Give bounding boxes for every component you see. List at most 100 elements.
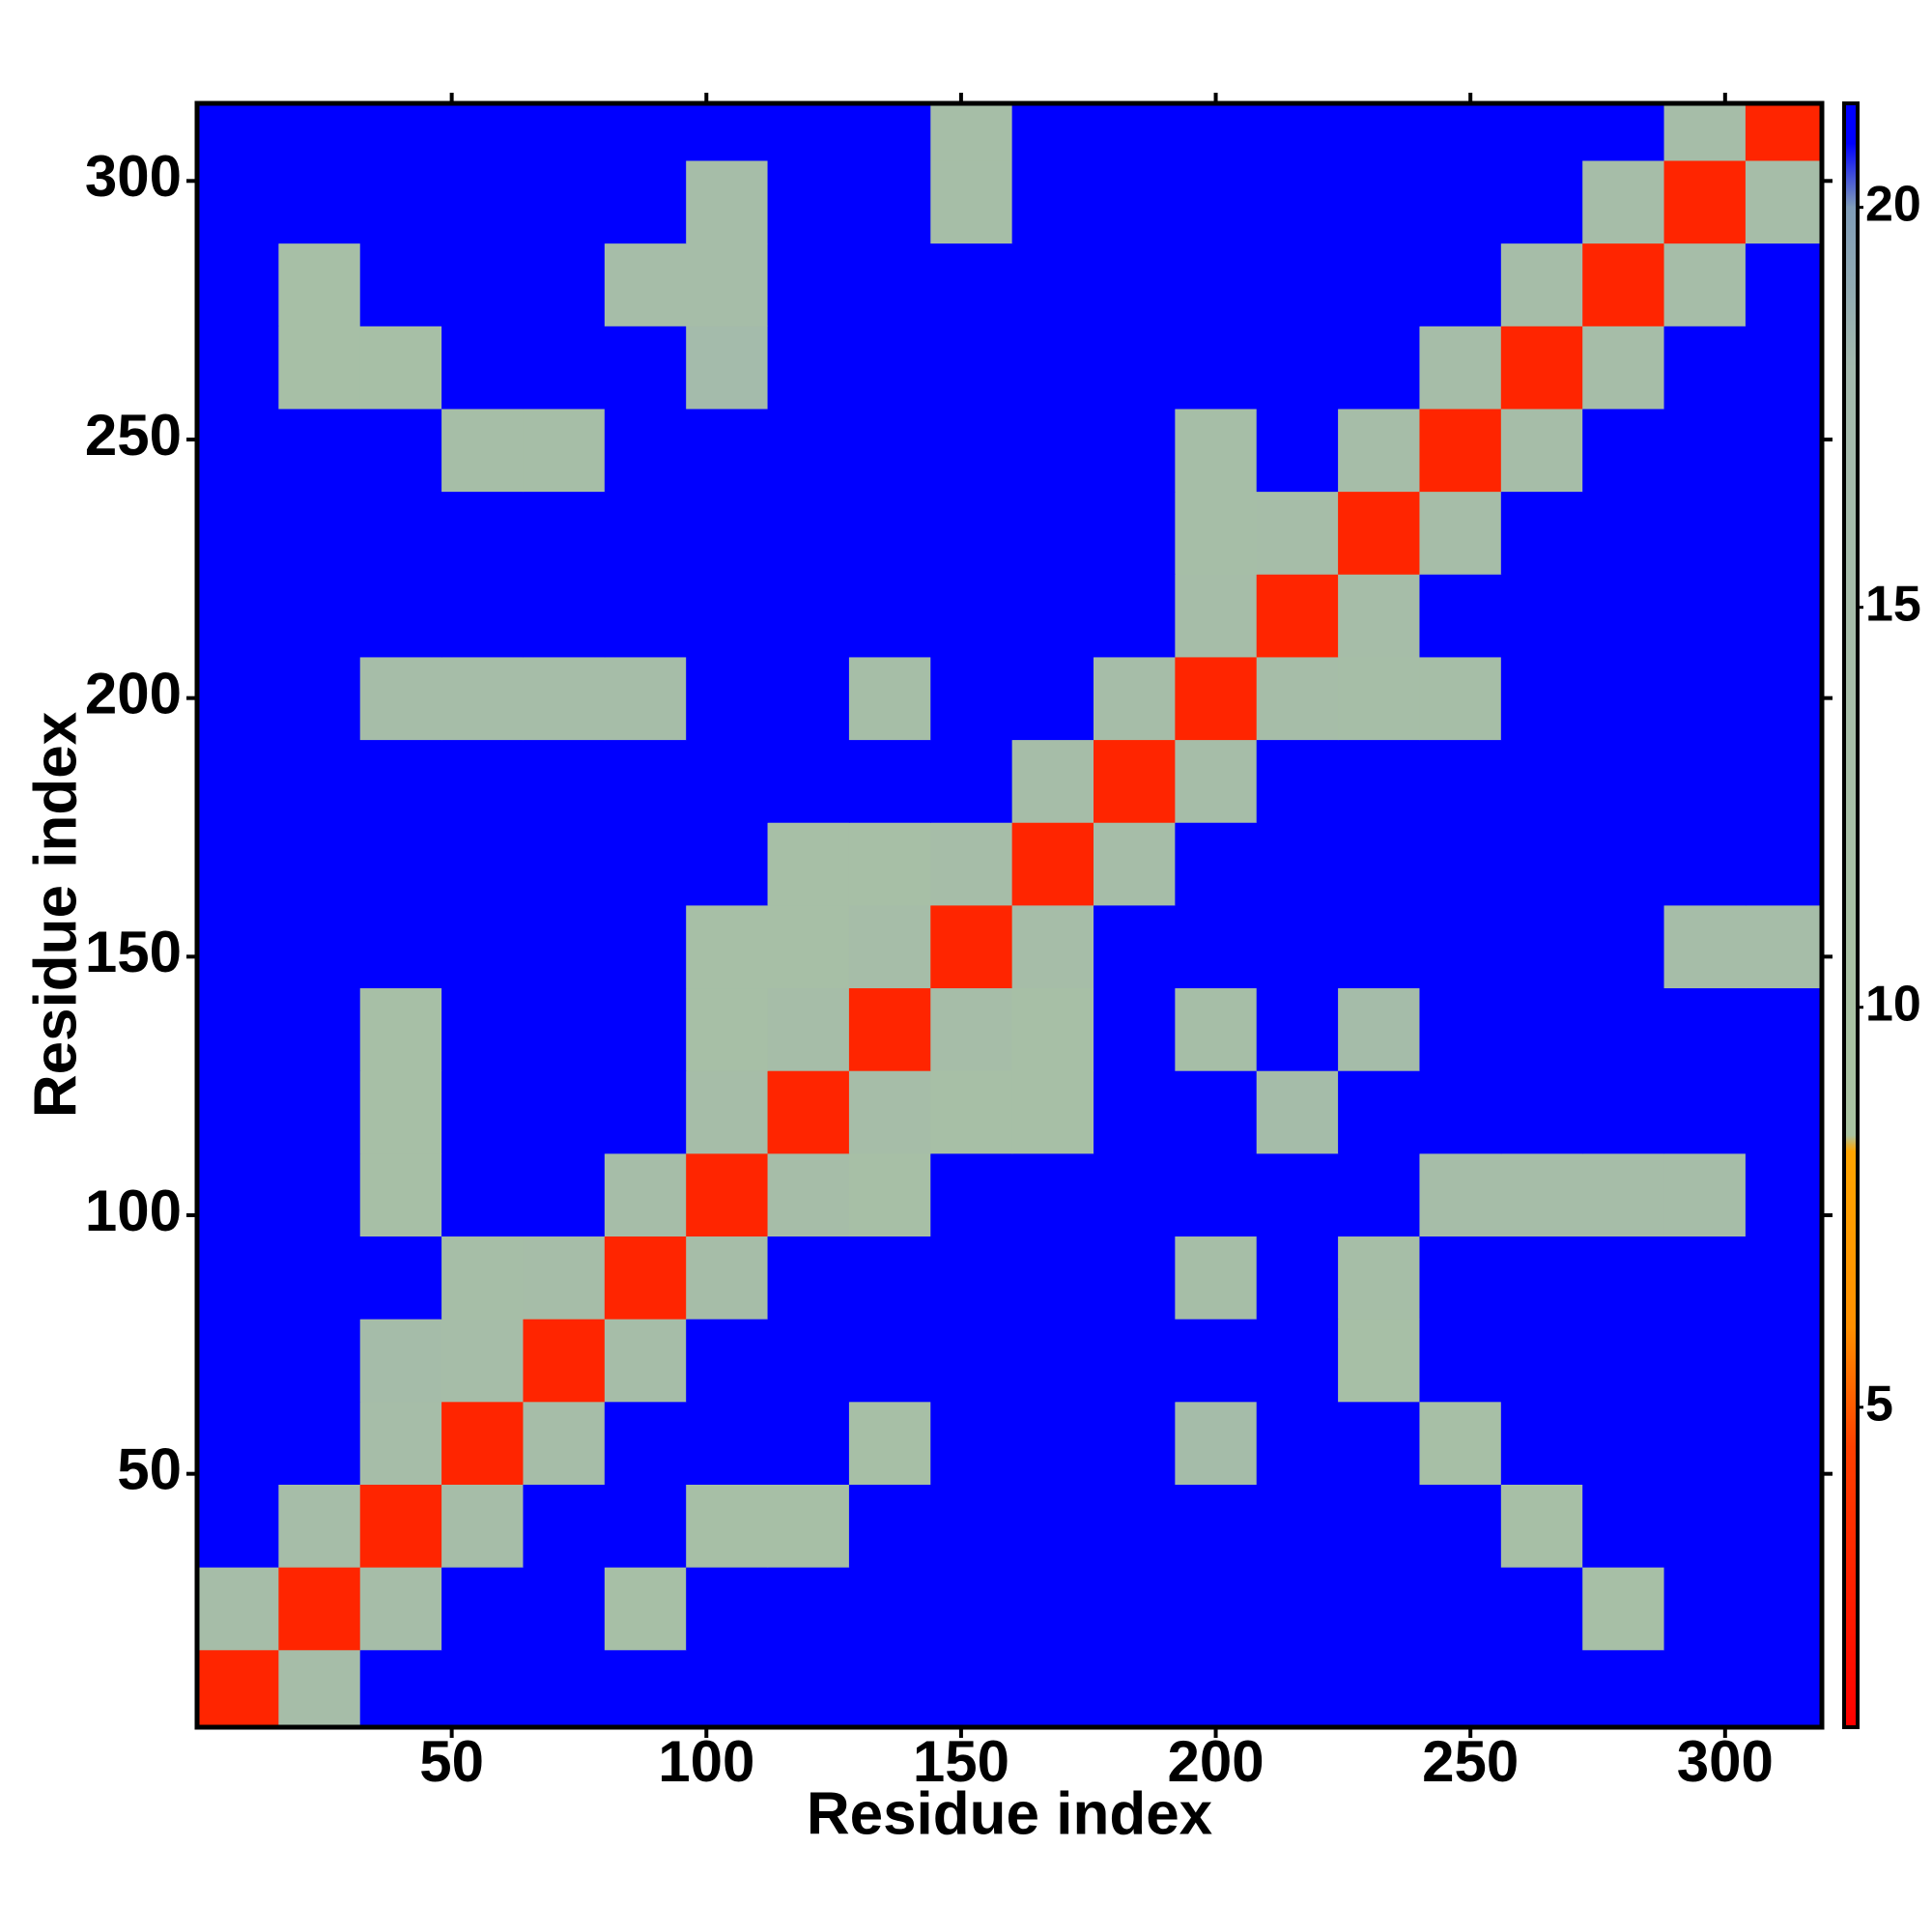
heatmap-cell <box>1338 1401 1421 1485</box>
heatmap-cell <box>197 1319 279 1403</box>
heatmap-cell <box>848 1236 931 1320</box>
heatmap-cell <box>848 822 931 906</box>
heatmap-cell <box>1419 1319 1502 1403</box>
heatmap-cell <box>848 408 931 493</box>
heatmap-cell <box>930 103 1013 161</box>
heatmap-cell <box>1175 656 1258 741</box>
heatmap-cell <box>1338 822 1421 906</box>
heatmap-cell <box>1338 1070 1421 1154</box>
heatmap-cell <box>848 574 931 658</box>
heatmap-cell <box>1663 242 1747 327</box>
heatmap-cell <box>523 739 606 823</box>
heatmap-cell <box>686 1236 769 1320</box>
heatmap-cell <box>1338 739 1421 823</box>
heatmap-cell <box>1582 739 1665 823</box>
heatmap-cell <box>359 822 442 906</box>
heatmap-cell <box>359 1484 442 1568</box>
heatmap-cell <box>1256 1484 1339 1568</box>
heatmap-cell <box>441 1152 525 1237</box>
heatmap-cell <box>1256 1567 1339 1651</box>
heatmap-cell <box>278 1401 361 1485</box>
heatmap-cell <box>767 904 850 989</box>
heatmap-cell <box>1011 1070 1094 1154</box>
heatmap-cell <box>604 1152 687 1237</box>
heatmap-cell <box>359 1649 442 1727</box>
heatmap-cell <box>359 1236 442 1320</box>
heatmap-cell <box>1745 904 1822 989</box>
heatmap-cell <box>1256 574 1339 658</box>
heatmap-cell <box>523 1152 606 1237</box>
heatmap-cell <box>1419 822 1502 906</box>
heatmap-cell <box>523 1401 606 1485</box>
heatmap-cell <box>604 904 687 989</box>
heatmap-cell <box>1094 103 1176 161</box>
heatmap-cell <box>197 326 279 410</box>
heatmap-cell <box>359 739 442 823</box>
heatmap-cell <box>1094 242 1176 327</box>
heatmap-cell <box>441 656 525 741</box>
heatmap-cell <box>1256 987 1339 1071</box>
heatmap-cell <box>1175 1070 1258 1154</box>
heatmap-cell <box>1094 1401 1176 1485</box>
heatmap-cell <box>359 1070 442 1154</box>
heatmap-cell <box>1011 491 1094 575</box>
heatmap-cell <box>1419 326 1502 410</box>
heatmap-cell <box>767 1236 850 1320</box>
heatmap-cell <box>1011 242 1094 327</box>
heatmap-cell <box>1094 987 1176 1071</box>
heatmap-cell <box>1094 822 1176 906</box>
heatmap-cell <box>1175 739 1258 823</box>
heatmap-cell <box>197 159 279 244</box>
heatmap-cell <box>1256 491 1339 575</box>
heatmap-cell <box>278 1319 361 1403</box>
heatmap-cell <box>604 1567 687 1651</box>
heatmap-cell <box>930 1484 1013 1568</box>
heatmap-cell <box>686 326 769 410</box>
heatmap-cell <box>1663 1319 1747 1403</box>
heatmap-cell <box>1500 1070 1583 1154</box>
colorbar <box>1842 101 1860 1729</box>
heatmap-cell <box>278 987 361 1071</box>
heatmap-cell <box>1011 656 1094 741</box>
plot-frame <box>194 100 1825 1730</box>
heatmap-cell <box>686 1649 769 1727</box>
heatmap-cell <box>848 1567 931 1651</box>
heatmap-cell <box>1256 904 1339 989</box>
heatmap-cell <box>1745 326 1822 410</box>
heatmap-cell <box>197 987 279 1071</box>
heatmap-cell <box>604 491 687 575</box>
heatmap-cell <box>441 1070 525 1154</box>
y-tick-label: 200 <box>85 661 182 725</box>
heatmap-cell <box>1094 739 1176 823</box>
heatmap-cell <box>848 1484 931 1568</box>
y-tick-label: 100 <box>85 1179 182 1243</box>
heatmap-cell <box>1011 1319 1094 1403</box>
heatmap-cell <box>1745 1484 1822 1568</box>
heatmap-cell <box>1663 904 1747 989</box>
heatmap-cell <box>523 1319 606 1403</box>
heatmap-cell <box>1175 1649 1258 1727</box>
heatmap-cell <box>1338 1152 1421 1237</box>
heatmap-cell <box>359 656 442 741</box>
heatmap-cell <box>1745 1152 1822 1237</box>
heatmap-cell <box>1582 822 1665 906</box>
heatmap-cell <box>767 574 850 658</box>
heatmap-cell <box>604 242 687 327</box>
heatmap-cell <box>1338 159 1421 244</box>
heatmap-cell <box>441 739 525 823</box>
heatmap-cell <box>1582 574 1665 658</box>
heatmap-cell <box>767 1567 850 1651</box>
heatmap-cell <box>848 1152 931 1237</box>
heatmap-cell <box>1500 1319 1583 1403</box>
heatmap-cell <box>1500 159 1583 244</box>
heatmap-cell <box>359 326 442 410</box>
heatmap-cell <box>848 739 931 823</box>
heatmap-cell <box>1419 1152 1502 1237</box>
heatmap-cell <box>1338 574 1421 658</box>
heatmap-cell <box>1745 987 1822 1071</box>
heatmap-cell <box>930 491 1013 575</box>
heatmap-cell <box>848 987 931 1071</box>
heatmap-cells <box>197 103 1822 1727</box>
heatmap-cell <box>1011 904 1094 989</box>
heatmap-cell <box>1256 408 1339 493</box>
